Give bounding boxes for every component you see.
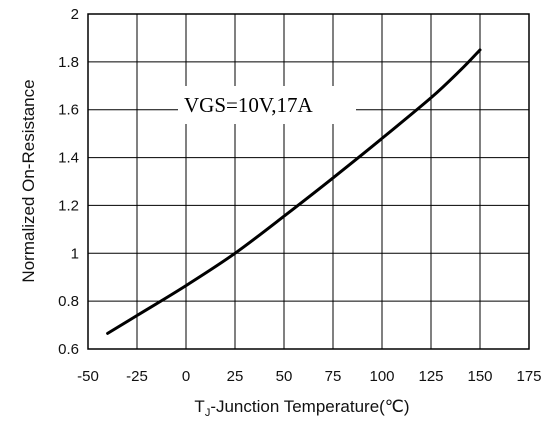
y-tick-label: 0.6 (58, 341, 79, 358)
y-tick-label: 1.8 (58, 54, 79, 71)
x-tick-label: 0 (182, 368, 190, 385)
series-line (106, 48, 482, 335)
plot-area (87, 13, 530, 350)
x-tick-label: 100 (369, 368, 394, 385)
series-group (106, 48, 482, 335)
y-tick-label: 1.4 (58, 150, 79, 167)
y-tick-label: 0.8 (58, 293, 79, 310)
y-tick-label: 1 (71, 245, 79, 262)
x-tick-label: 175 (516, 368, 541, 385)
x-tick-label: 50 (276, 368, 293, 385)
y-tick-label: 2 (71, 6, 79, 23)
x-axis-label: TJ-Junction Temperature(℃) (194, 397, 409, 419)
y-tick-label: 1.2 (58, 197, 79, 214)
x-tick-label: -25 (126, 368, 148, 385)
x-tick-label: -50 (77, 368, 99, 385)
x-axis-label-main: T (194, 397, 204, 416)
x-tick-labels: -50 -25 0 25 50 75 100 125 150 175 (77, 368, 541, 385)
x-tick-label: 25 (227, 368, 244, 385)
y-tick-label: 1.6 (58, 102, 79, 119)
x-tick-label: 125 (418, 368, 443, 385)
y-axis-label: Normalized On-Resistance (19, 79, 38, 282)
annotation-box (178, 86, 356, 124)
x-tick-label: 75 (325, 368, 342, 385)
y-tick-labels: 0.6 0.8 1 1.2 1.4 1.6 1.8 2 (58, 6, 79, 358)
x-axis-label-sub: J (205, 407, 211, 419)
x-tick-label: 150 (467, 368, 492, 385)
annotation-label: VGS=10V,17A (184, 93, 314, 117)
x-axis-label-rest: -Junction Temperature(℃) (210, 397, 409, 416)
